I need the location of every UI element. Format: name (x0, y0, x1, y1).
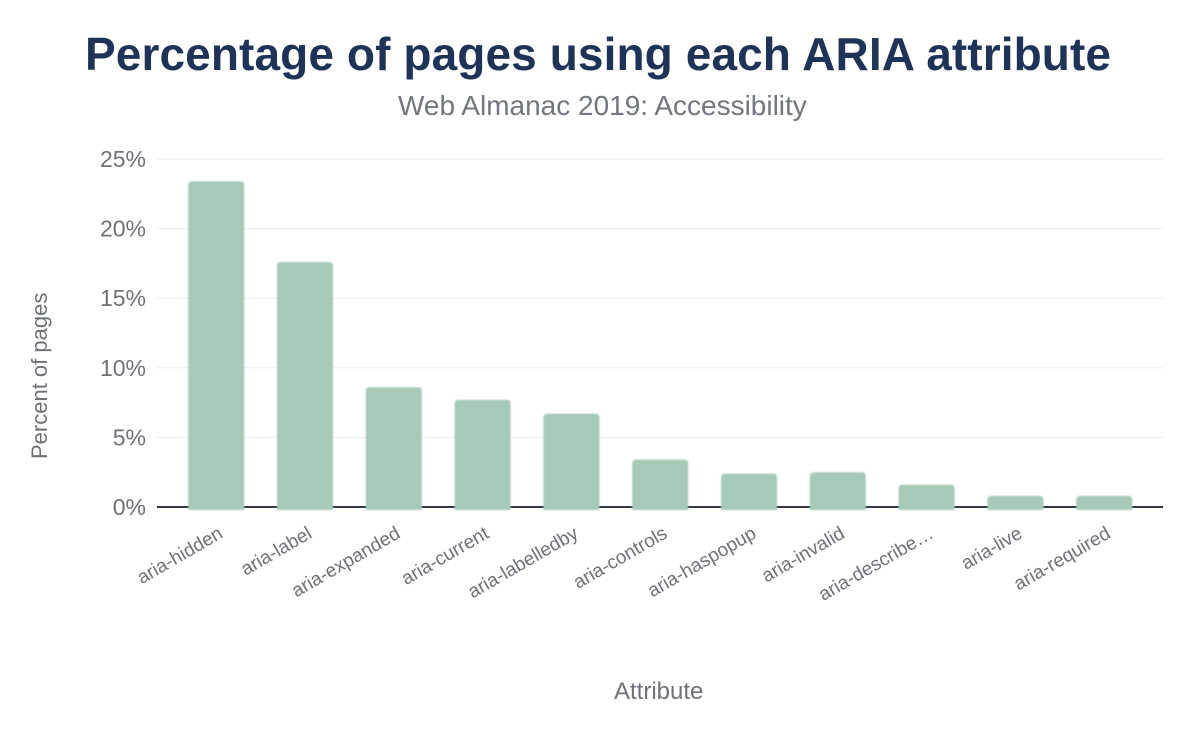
svg-text:5%: 5% (113, 424, 146, 450)
svg-text:0%: 0% (113, 494, 146, 520)
svg-text:10%: 10% (100, 355, 146, 381)
svg-text:25%: 25% (100, 146, 146, 172)
svg-text:20%: 20% (100, 216, 146, 242)
svg-text:15%: 15% (100, 285, 146, 311)
